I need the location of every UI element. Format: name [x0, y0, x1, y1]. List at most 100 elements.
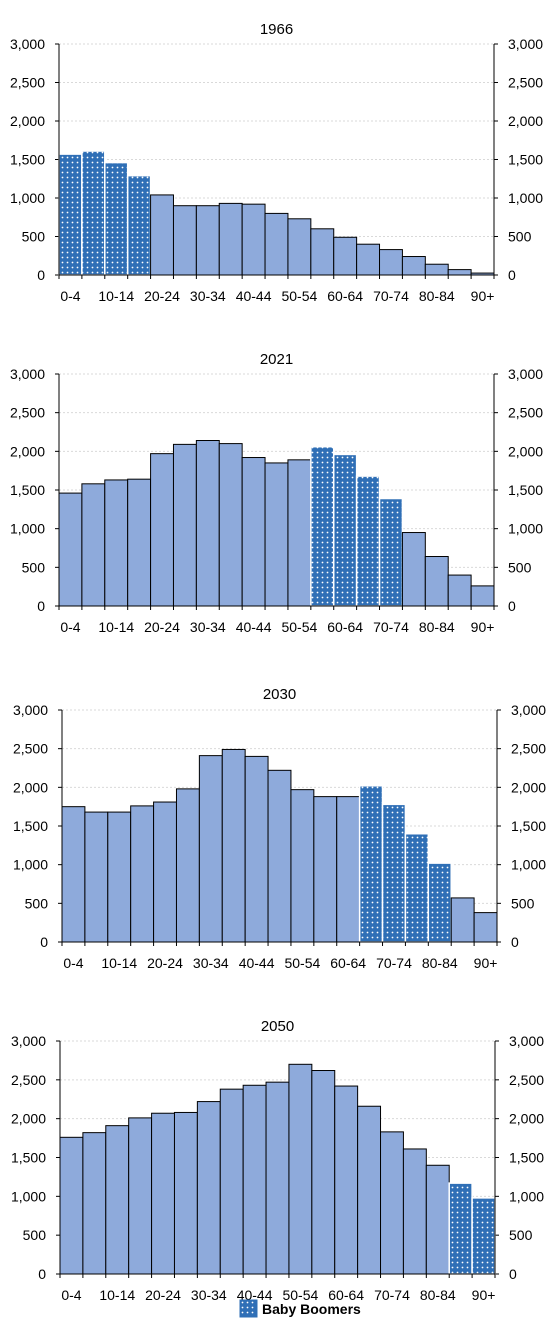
- y-tick-label-left: 2,000: [10, 443, 45, 459]
- bar-70-74: [380, 1131, 404, 1275]
- x-tick-label: 0-4: [63, 955, 83, 971]
- y-tick-label-right: 2,500: [509, 1072, 544, 1088]
- bar-85-89: [448, 1182, 473, 1275]
- bar-0-4: [58, 153, 83, 276]
- bar-20-24: [150, 453, 174, 607]
- bar-45-49: [267, 769, 292, 943]
- x-tick-label: 0-4: [60, 619, 80, 635]
- chart-2050: 2050 0 0 500 500 1,000 1,000 1,500 1,500 2,000 2,0…: [11, 1018, 544, 1303]
- x-tick-label: 30-34: [191, 1287, 227, 1303]
- bar-5-9: [84, 811, 109, 943]
- y-tick-label-left: 1,500: [13, 818, 48, 834]
- x-tick-label: 40-44: [236, 288, 272, 304]
- y-tick-label-right: 3,000: [508, 36, 543, 52]
- bar-55-59: [310, 228, 335, 276]
- y-tick-label-right: 0: [511, 934, 519, 950]
- y-tick-label-right: 2,000: [508, 113, 543, 129]
- y-tick-label-left: 1,000: [13, 857, 48, 873]
- y-tick-label-left: 3,000: [13, 702, 48, 718]
- y-tick-label-right: 500: [508, 559, 532, 575]
- y-tick-label-right: 3,000: [511, 702, 546, 718]
- bar-5-9: [81, 483, 106, 607]
- bar-80-84: [425, 1164, 450, 1275]
- y-tick-label-right: 3,000: [508, 366, 543, 382]
- y-tick-label-right: 0: [508, 598, 516, 614]
- y-tick-label-right: 1,000: [508, 190, 543, 206]
- x-tick-label: 0-4: [61, 1287, 81, 1303]
- bar-85-89: [447, 574, 472, 607]
- bar-15-19: [128, 1117, 153, 1275]
- x-tick-label: 70-74: [373, 288, 409, 304]
- bar-0-4: [61, 806, 86, 943]
- y-tick-label-right: 2,500: [508, 75, 543, 91]
- bar-85-89: [450, 897, 475, 943]
- x-tick-label: 30-34: [190, 288, 226, 304]
- bar-45-49: [265, 1081, 290, 1275]
- x-tick-label: 70-74: [376, 955, 412, 971]
- bar-75-79: [404, 832, 430, 943]
- bar-20-24: [151, 1112, 175, 1275]
- y-tick-label-left: 1,000: [11, 1188, 46, 1204]
- y-tick-label-right: 1,500: [511, 818, 546, 834]
- y-tick-label-right: 3,000: [509, 1033, 544, 1049]
- x-tick-label: 60-64: [327, 619, 363, 635]
- bar-80-84: [424, 263, 449, 276]
- y-tick-label-right: 0: [509, 1266, 517, 1282]
- bar-5-9: [81, 150, 106, 276]
- y-tick-label-left: 1,500: [10, 152, 45, 168]
- x-tick-label: 80-84: [422, 955, 458, 971]
- bar-75-79: [401, 532, 426, 607]
- bar-70-74: [378, 497, 404, 607]
- x-tick-label: 40-44: [239, 955, 275, 971]
- x-tick-label: 10-14: [99, 1287, 135, 1303]
- bar-30-34: [195, 440, 220, 607]
- x-tick-label: 20-24: [144, 619, 180, 635]
- bar-90+: [470, 585, 495, 607]
- bar-0-4: [59, 1136, 84, 1275]
- bar-90+: [473, 912, 498, 943]
- y-tick-label-right: 2,000: [511, 779, 546, 795]
- y-tick-label-left: 2,500: [10, 405, 45, 421]
- y-tick-label-right: 1,000: [508, 521, 543, 537]
- bar-50-54: [287, 218, 312, 276]
- y-tick-label-left: 2,500: [11, 1072, 46, 1088]
- x-tick-label: 20-24: [147, 955, 183, 971]
- bar-35-39: [219, 1088, 244, 1275]
- y-tick-label-left: 2,500: [10, 75, 45, 91]
- bar-50-54: [288, 1063, 313, 1275]
- bar-35-39: [218, 443, 243, 607]
- bar-45-49: [264, 462, 289, 607]
- bar-25-29: [172, 443, 197, 607]
- bar-25-29: [172, 205, 197, 276]
- chart-2021: 2021 0 0 500 500 1,000 1,000 1,500 1,500 2,000 2,0…: [10, 351, 543, 635]
- y-tick-label-right: 0: [508, 267, 516, 283]
- y-tick-label-left: 0: [37, 267, 45, 283]
- y-tick-label-left: 3,000: [10, 366, 45, 382]
- x-tick-label: 40-44: [236, 619, 272, 635]
- bar-80-84: [427, 862, 452, 943]
- x-tick-label: 70-74: [374, 1287, 410, 1303]
- x-tick-label: 80-84: [419, 619, 455, 635]
- chart-title: 1966: [260, 21, 293, 38]
- chart-2030: 2030 0 0 500 500 1,000 1,000 1,500 1,500 2,000 2,0…: [13, 686, 546, 971]
- bar-65-69: [357, 1105, 382, 1275]
- bar-25-29: [175, 788, 200, 943]
- bar-55-59: [313, 796, 338, 943]
- y-tick-label-right: 2,000: [508, 443, 543, 459]
- y-tick-label-left: 1,000: [10, 521, 45, 537]
- x-tick-label: 10-14: [98, 619, 134, 635]
- bar-20-24: [153, 801, 177, 943]
- y-tick-label-right: 1,500: [508, 152, 543, 168]
- x-tick-label: 90+: [471, 288, 495, 304]
- y-tick-label-right: 1,000: [509, 1188, 544, 1204]
- bar-10-14: [104, 479, 129, 607]
- bar-60-64: [334, 1085, 359, 1275]
- bar-50-54: [290, 789, 315, 943]
- x-tick-label: 80-84: [419, 288, 455, 304]
- y-tick-label-left: 500: [22, 229, 46, 245]
- y-tick-label-right: 1,500: [509, 1150, 544, 1166]
- bar-15-19: [130, 805, 155, 943]
- bar-25-29: [173, 1111, 198, 1275]
- bar-90+: [471, 1197, 496, 1275]
- bar-50-54: [287, 459, 312, 607]
